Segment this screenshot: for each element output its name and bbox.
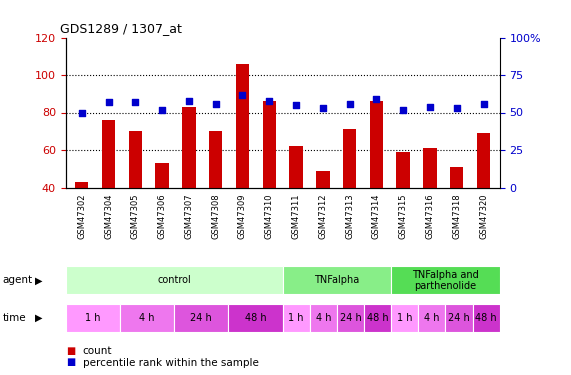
- Text: 48 h: 48 h: [367, 313, 388, 323]
- Text: 24 h: 24 h: [340, 313, 361, 323]
- Bar: [209, 131, 222, 262]
- Text: time: time: [3, 313, 26, 323]
- Text: TNFalpha and
parthenolide: TNFalpha and parthenolide: [412, 270, 478, 291]
- Bar: [369, 101, 383, 262]
- Point: [452, 105, 461, 111]
- Point: [479, 100, 488, 106]
- Point: [291, 102, 300, 108]
- Point: [238, 92, 247, 98]
- Bar: [283, 304, 309, 332]
- Point: [131, 99, 140, 105]
- Bar: [283, 266, 391, 294]
- Bar: [418, 304, 445, 332]
- Bar: [182, 107, 196, 262]
- Point: [265, 98, 274, 104]
- Bar: [263, 101, 276, 262]
- Bar: [391, 304, 418, 332]
- Text: GDS1289 / 1307_at: GDS1289 / 1307_at: [60, 22, 182, 36]
- Bar: [396, 152, 410, 262]
- Point: [77, 110, 86, 116]
- Text: ■: ■: [66, 357, 75, 368]
- Point: [211, 100, 220, 106]
- Bar: [364, 304, 391, 332]
- Bar: [450, 167, 464, 262]
- Text: 4 h: 4 h: [316, 313, 331, 323]
- Text: 24 h: 24 h: [190, 313, 212, 323]
- Point: [399, 106, 408, 112]
- Bar: [155, 163, 169, 262]
- Bar: [75, 182, 89, 262]
- Bar: [423, 148, 437, 262]
- Bar: [445, 304, 473, 332]
- Point: [158, 106, 167, 112]
- Text: ▶: ▶: [35, 275, 43, 285]
- Text: count: count: [83, 346, 112, 356]
- Text: 1 h: 1 h: [85, 313, 100, 323]
- Text: TNFalpha: TNFalpha: [314, 275, 360, 285]
- Bar: [228, 304, 283, 332]
- Point: [318, 105, 327, 111]
- Text: 1 h: 1 h: [288, 313, 304, 323]
- Bar: [473, 304, 500, 332]
- Bar: [477, 133, 490, 262]
- Bar: [343, 129, 356, 262]
- Text: ■: ■: [66, 346, 75, 356]
- Text: 4 h: 4 h: [139, 313, 155, 323]
- Text: agent: agent: [3, 275, 33, 285]
- Text: control: control: [157, 275, 191, 285]
- Bar: [236, 64, 249, 262]
- Text: 24 h: 24 h: [448, 313, 470, 323]
- Point: [184, 98, 194, 104]
- Text: ▶: ▶: [35, 313, 43, 323]
- Text: percentile rank within the sample: percentile rank within the sample: [83, 357, 259, 368]
- Text: 48 h: 48 h: [245, 313, 266, 323]
- Bar: [316, 171, 329, 262]
- Bar: [66, 266, 283, 294]
- Bar: [391, 266, 500, 294]
- Bar: [128, 131, 142, 262]
- Bar: [120, 304, 174, 332]
- Bar: [309, 304, 337, 332]
- Text: 48 h: 48 h: [475, 313, 497, 323]
- Bar: [337, 304, 364, 332]
- Bar: [66, 304, 120, 332]
- Bar: [102, 120, 115, 262]
- Point: [345, 100, 354, 106]
- Point: [425, 104, 435, 110]
- Point: [104, 99, 113, 105]
- Text: 4 h: 4 h: [424, 313, 440, 323]
- Bar: [289, 146, 303, 262]
- Text: 1 h: 1 h: [397, 313, 412, 323]
- Point: [372, 96, 381, 102]
- Bar: [174, 304, 228, 332]
